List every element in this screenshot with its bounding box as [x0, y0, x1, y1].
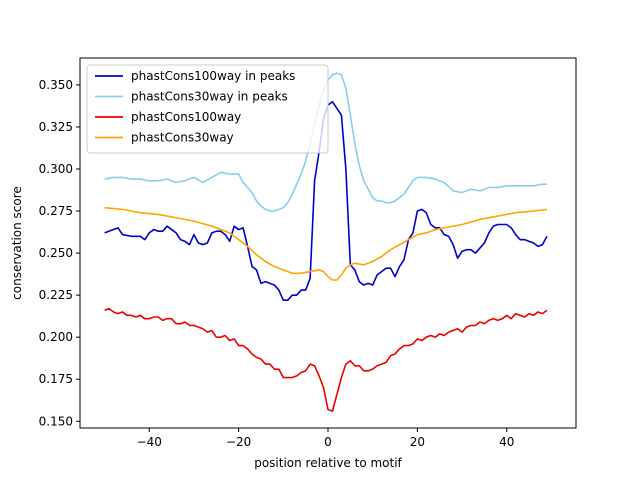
- y-tick-label: 0.225: [39, 288, 73, 302]
- y-tick-label: 0.250: [39, 246, 73, 260]
- y-axis: 0.150 0.175 0.200 0.225 0.250 0.275 0.300 0.325…: [39, 78, 80, 428]
- y-tick-label: 0.350: [39, 78, 73, 92]
- series-line-1: [104, 100, 548, 301]
- x-tick-label: −20: [226, 435, 251, 449]
- y-tick-label: 0.275: [39, 204, 73, 218]
- legend-label: phastCons30way: [131, 131, 234, 145]
- legend-label: phastCons100way in peaks: [131, 69, 295, 83]
- y-tick-label: 0.150: [39, 414, 73, 428]
- legend-label: phastCons30way in peaks: [131, 90, 288, 104]
- legend-box: [86, 64, 329, 154]
- x-tick-label: −40: [137, 435, 162, 449]
- x-tick-label: 20: [410, 435, 425, 449]
- y-tick-label: 0.325: [39, 120, 73, 134]
- y-tick-label: 0.175: [39, 372, 73, 386]
- series-line-3: [104, 307, 548, 412]
- series-line-4: [104, 206, 548, 281]
- y-tick-label: 0.200: [39, 330, 73, 344]
- x-axis: −40 −20 0 20 40: [137, 428, 514, 449]
- x-tick-label: 0: [324, 435, 332, 449]
- x-tick-label: 40: [499, 435, 514, 449]
- x-axis-label: position relative to motif: [254, 456, 402, 470]
- y-axis-label: conservation score: [10, 186, 24, 300]
- legend: phastCons100way in peaks phastCons30way i…: [86, 64, 329, 154]
- y-tick-label: 0.300: [39, 162, 73, 176]
- legend-label: phastCons100way: [131, 110, 241, 124]
